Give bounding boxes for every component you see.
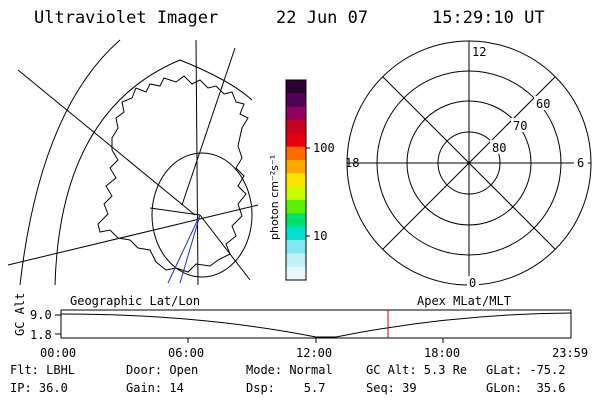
map-latitude-circle-outer	[19, 39, 121, 286]
x-tick-2359: 23:59	[552, 346, 588, 360]
info-gc-altitude: GC Alt: 5.3 Re	[366, 363, 468, 377]
color-scale-frame	[285, 79, 307, 281]
color-band	[286, 226, 306, 241]
magnetic-oval	[151, 152, 253, 278]
info-gain: Gain: 14	[126, 381, 184, 395]
info-geo-longitude: GLon: 35.6	[486, 381, 566, 395]
map-meridian-line	[17, 69, 196, 216]
lat-label-70: 70	[513, 119, 527, 133]
color-band	[286, 240, 306, 254]
color-band	[286, 133, 306, 148]
color-scale-bar	[286, 80, 306, 281]
geographic-map	[7, 39, 259, 286]
polar-labels: 12 18 6 0 60 70 80	[345, 44, 588, 290]
instrument-title: Ultraviolet Imager	[34, 8, 219, 28]
color-band	[286, 146, 306, 161]
color-band	[286, 93, 306, 108]
map-latitude-circle-mid	[54, 59, 253, 286]
color-band	[286, 160, 306, 174]
color-band	[286, 173, 306, 188]
color-band	[286, 253, 306, 268]
timeline-ylabel: GC Alt	[13, 293, 27, 336]
x-tick-1800: 18:00	[424, 346, 460, 360]
map-meridian-line	[195, 39, 199, 286]
color-band	[286, 120, 306, 134]
timeline-left-title: Geographic Lat/Lon	[70, 294, 200, 308]
colorbar-label: photon cm⁻²s⁻¹	[268, 155, 281, 240]
observation-date: 22 Jun 07	[276, 8, 369, 28]
x-tick-1200: 12:00	[296, 346, 332, 360]
info-sequence: Seq: 39	[366, 381, 417, 395]
map-meridian-line	[181, 47, 236, 206]
color-band	[286, 213, 306, 228]
mlt-label-6: 6	[577, 156, 584, 170]
polar-plot	[346, 40, 592, 286]
x-tick-0000: 00:00	[40, 346, 76, 360]
polar-axis-diagonal	[382, 76, 556, 250]
map-meridian-line	[7, 204, 259, 266]
colorbar-tick-10: 10	[313, 229, 327, 243]
info-door: Door: Open	[126, 363, 199, 377]
lat-label-80: 80	[492, 141, 506, 155]
color-band	[286, 266, 306, 281]
antarctica-coastline	[97, 75, 249, 273]
observation-time: 15:29:10 UT	[432, 8, 545, 28]
color-band	[286, 80, 306, 94]
y-tick-1-8: 1.8	[30, 328, 52, 342]
info-ip: IP: 36.0	[10, 381, 68, 395]
info-mode: Mode: Normal	[246, 363, 333, 377]
color-band	[286, 106, 306, 121]
info-filter: Flt: LBHL	[10, 363, 76, 377]
timeline-frame	[60, 309, 572, 339]
mlt-label-0: 0	[469, 276, 476, 290]
x-tick-0600: 06:00	[168, 346, 204, 360]
info-dsp: Dsp: 5.7	[246, 381, 326, 395]
altitude-curve	[60, 312, 572, 338]
color-band	[286, 186, 306, 201]
orbit-timeline	[55, 309, 572, 343]
mlt-label-18: 18	[345, 156, 359, 170]
color-band	[286, 200, 306, 214]
y-tick-9: 9.0	[30, 308, 52, 322]
mlt-label-12: 12	[472, 45, 486, 59]
colorbar-tick-100: 100	[313, 141, 335, 155]
timeline-right-title: Apex MLat/MLT	[417, 294, 511, 308]
info-geo-latitude: GLat: -75.2	[486, 363, 566, 377]
lat-label-60: 60	[536, 97, 550, 111]
